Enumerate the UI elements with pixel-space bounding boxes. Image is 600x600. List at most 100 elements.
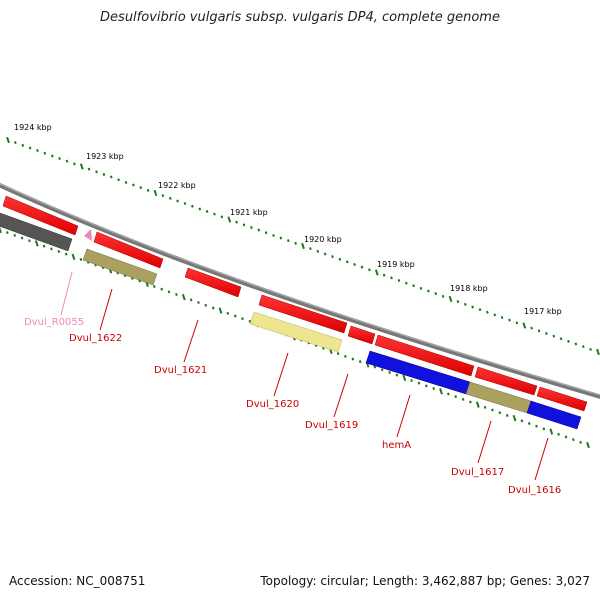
ruler-minor-tick bbox=[360, 265, 364, 269]
gene-label-dvul-r0055[interactable]: Dvul_R0055 bbox=[24, 317, 84, 328]
ruler-major-tick bbox=[71, 253, 76, 261]
ruler-minor-tick bbox=[211, 306, 215, 310]
ruler-minor-tick bbox=[338, 257, 342, 261]
ruler-minor-tick bbox=[264, 231, 268, 235]
ruler-minor-tick bbox=[358, 360, 362, 364]
kbp-label-1924: 1924 kbp bbox=[14, 123, 52, 132]
leader-dvul-r0055 bbox=[60, 271, 73, 316]
leader-dvul-1620 bbox=[273, 352, 289, 397]
ruler-minor-tick bbox=[294, 241, 297, 245]
ruler-minor-tick bbox=[557, 432, 560, 436]
gene-arrow-dvul-1621[interactable] bbox=[184, 267, 242, 298]
ruler-minor-tick bbox=[161, 194, 165, 198]
ruler-minor-tick bbox=[390, 276, 393, 280]
ruler-major-tick bbox=[402, 374, 407, 381]
ruler-minor-tick bbox=[410, 379, 413, 383]
feature-gray-block bbox=[0, 212, 73, 252]
ruler-minor-tick bbox=[272, 233, 275, 237]
gene-arrow-dvul-1620[interactable] bbox=[258, 294, 348, 334]
ruler-minor-tick bbox=[545, 331, 548, 335]
ruler-minor-tick bbox=[461, 397, 465, 401]
gene-labels: Dvul_R0055 Dvul_1622 Dvul_1621 Dvul_1620… bbox=[24, 317, 561, 496]
ruler-major-tick bbox=[475, 401, 480, 408]
gene-label-dvul-1617[interactable]: Dvul_1617 bbox=[451, 467, 504, 478]
ruler-minor-tick bbox=[515, 321, 519, 325]
ruler-major-tick bbox=[181, 294, 186, 301]
kbp-labels: 1924 kbp 1923 kbp 1922 kbp 1921 kbp 1920… bbox=[14, 123, 562, 316]
ruler-minor-tick bbox=[241, 317, 244, 321]
genome-summary-text: Topology: circular; Length: 3,462,887 bp… bbox=[260, 574, 590, 588]
ruler-minor-tick bbox=[220, 215, 224, 219]
ruler-major-tick bbox=[6, 136, 10, 144]
ruler-minor-tick bbox=[498, 411, 502, 415]
ruler-minor-tick bbox=[412, 284, 415, 288]
ruler-minor-tick bbox=[351, 357, 355, 361]
ruler-minor-tick bbox=[168, 196, 172, 200]
ruler-minor-tick bbox=[204, 303, 208, 307]
ruler-minor-tick bbox=[419, 286, 423, 290]
ruler-minor-tick bbox=[309, 247, 312, 251]
ruler-minor-tick bbox=[95, 170, 98, 174]
ruler-minor-tick bbox=[6, 231, 9, 235]
kbp-label-1922: 1922 kbp bbox=[158, 181, 196, 190]
ruler-major-tick bbox=[153, 189, 158, 197]
gene-label-dvul-1622[interactable]: Dvul_1622 bbox=[69, 333, 122, 344]
ruler-minor-tick bbox=[43, 151, 47, 155]
ruler-minor-tick bbox=[388, 370, 391, 374]
leader-dvul-1621 bbox=[183, 319, 199, 363]
ruler-major-tick bbox=[374, 269, 379, 276]
gene-arrow-dvul-1619[interactable] bbox=[347, 325, 376, 345]
gene-arrow-dvul-1622[interactable] bbox=[93, 231, 164, 269]
ruler-minor-tick bbox=[42, 244, 46, 248]
kbp-label-1917: 1917 kbp bbox=[524, 307, 562, 316]
ruler-minor-tick bbox=[345, 260, 349, 264]
gene-label-dvul-1619[interactable]: Dvul_1619 bbox=[305, 420, 358, 431]
gene-arrow-hema[interactable] bbox=[374, 334, 475, 377]
ruler-minor-tick bbox=[36, 149, 39, 153]
ruler-minor-tick bbox=[486, 310, 489, 314]
ruler-minor-tick bbox=[471, 305, 474, 309]
gene-label-dvul-1621[interactable]: Dvul_1621 bbox=[154, 365, 207, 376]
ruler-minor-tick bbox=[124, 180, 128, 184]
ruler-minor-tick bbox=[257, 228, 261, 232]
leader-dvul-1617 bbox=[477, 420, 492, 464]
kbp-label-1921: 1921 kbp bbox=[230, 208, 268, 217]
ruler-minor-tick bbox=[250, 225, 253, 229]
ruler-minor-tick bbox=[13, 233, 17, 237]
ruler-minor-tick bbox=[233, 314, 237, 318]
ruler-minor-tick bbox=[152, 284, 156, 288]
ruler-major-tick bbox=[0, 226, 2, 234]
ruler-minor-tick bbox=[235, 220, 238, 224]
ruler-minor-tick bbox=[434, 292, 438, 296]
ruler-minor-tick bbox=[316, 249, 320, 253]
ruler-major-tick bbox=[586, 441, 590, 449]
gene-arrow-partial-left[interactable] bbox=[2, 195, 79, 236]
leader-dvul-1616 bbox=[534, 437, 549, 481]
ruler-minor-tick bbox=[500, 316, 504, 320]
kbp-label-1919: 1919 kbp bbox=[377, 260, 415, 269]
ruler-minor-tick bbox=[189, 298, 193, 302]
ruler-minor-tick bbox=[463, 302, 467, 306]
ruler-minor-tick bbox=[167, 290, 171, 294]
ruler-minor-tick bbox=[58, 157, 61, 161]
gene-arrow-dvul-r0055[interactable] bbox=[84, 229, 92, 241]
ruler-minor-tick bbox=[368, 268, 371, 272]
kbp-label-1923: 1923 kbp bbox=[86, 152, 124, 161]
ruler-minor-tick bbox=[64, 252, 68, 256]
gene-arrow-dvul-1617[interactable] bbox=[474, 366, 538, 396]
ruler-minor-tick bbox=[382, 273, 386, 277]
gene-arrow-dvul-1616[interactable] bbox=[536, 386, 588, 412]
ruler-minor-tick bbox=[146, 188, 150, 192]
ruler-minor-tick bbox=[404, 281, 408, 285]
gene-label-dvul-1616[interactable]: Dvul_1616 bbox=[508, 485, 561, 496]
ruler-major-tick bbox=[227, 216, 232, 223]
ruler-minor-tick bbox=[331, 255, 334, 259]
ruler-minor-tick bbox=[191, 204, 194, 208]
ruler-minor-tick bbox=[537, 329, 541, 333]
ruler-minor-tick bbox=[242, 223, 246, 227]
gene-label-dvul-1620[interactable]: Dvul_1620 bbox=[246, 399, 299, 410]
gene-label-hema[interactable]: hemA bbox=[382, 440, 411, 451]
ruler-minor-tick bbox=[505, 413, 509, 417]
ruler-minor-tick bbox=[65, 159, 69, 163]
